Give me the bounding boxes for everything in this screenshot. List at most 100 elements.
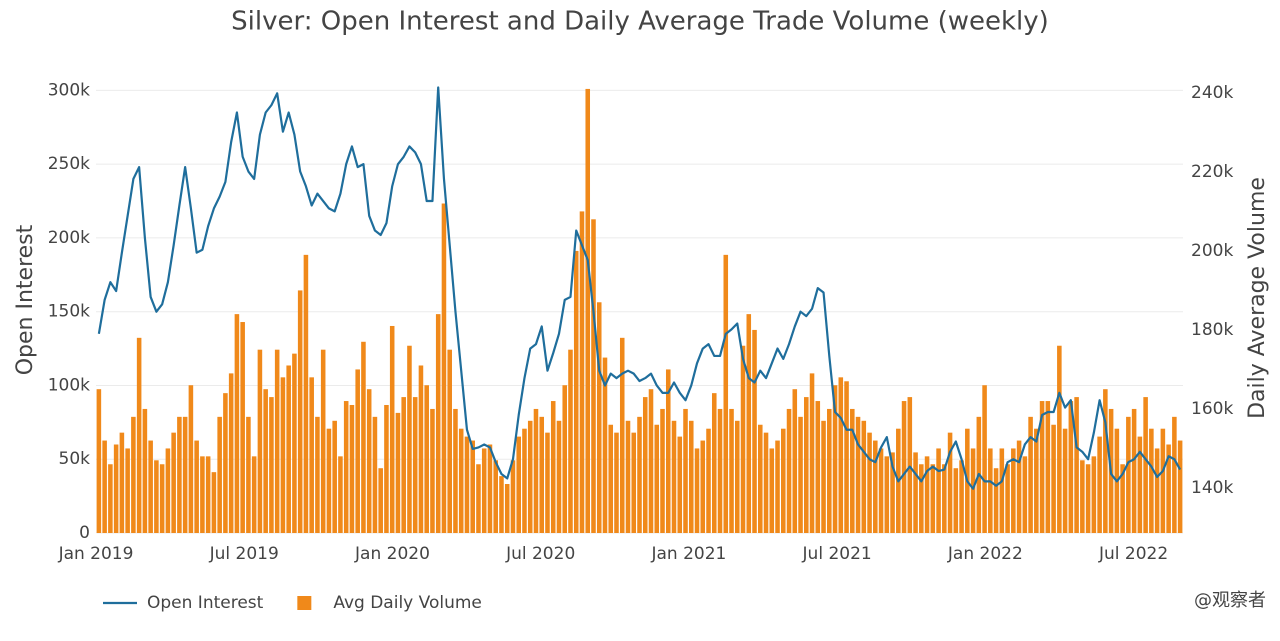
bar — [901, 401, 907, 533]
bar — [568, 349, 573, 533]
bar — [504, 484, 510, 533]
x-tick-label: Jan 2021 — [650, 544, 726, 564]
bar — [171, 432, 176, 533]
bar — [343, 401, 349, 533]
bar — [930, 464, 936, 533]
bar — [458, 428, 464, 533]
bar — [936, 448, 941, 533]
bar — [269, 397, 274, 533]
bar — [522, 428, 527, 533]
bar — [453, 408, 458, 533]
bar — [700, 440, 706, 533]
bar — [838, 377, 844, 533]
bar — [1149, 428, 1154, 533]
bar — [752, 329, 757, 533]
y-tick-label: 300k — [48, 80, 90, 100]
bar — [159, 464, 165, 533]
bar — [499, 476, 504, 533]
bar — [637, 416, 642, 533]
bar — [867, 432, 872, 533]
bar — [1091, 456, 1097, 533]
bar — [372, 416, 378, 533]
bar — [844, 381, 849, 533]
bar — [648, 389, 654, 533]
bar — [527, 420, 533, 533]
bar — [614, 432, 619, 533]
bar — [1034, 428, 1039, 533]
bar — [688, 420, 694, 533]
y-tick-label: 100k — [48, 375, 90, 395]
bar — [861, 420, 867, 533]
bar — [781, 428, 786, 533]
bar — [217, 416, 222, 533]
bar — [297, 290, 303, 533]
y-tick-label: 0 — [79, 523, 90, 543]
bar — [401, 397, 406, 533]
bar — [1016, 440, 1022, 533]
line — [97, 86, 1182, 490]
bar — [1120, 464, 1125, 533]
bar — [562, 385, 568, 533]
bar — [642, 397, 648, 533]
bar — [320, 349, 326, 533]
bar — [1166, 444, 1171, 533]
x-tick-label: Jul 2020 — [505, 544, 575, 564]
chart-title: Silver: Open Interest and Daily Average … — [231, 7, 1049, 37]
x-tick-label: Jan 2020 — [354, 544, 430, 564]
bar — [240, 322, 245, 533]
bar — [953, 468, 959, 533]
bar — [988, 448, 993, 533]
bar — [602, 357, 608, 533]
y2-tick-label: 240k — [1191, 83, 1233, 103]
bar — [539, 416, 545, 533]
bar — [303, 254, 309, 534]
bar — [596, 302, 602, 533]
bar — [257, 349, 263, 533]
bar — [108, 464, 113, 533]
bar — [200, 456, 205, 533]
bar — [131, 416, 136, 533]
y2-tick-label: 180k — [1191, 320, 1233, 340]
bar — [1028, 416, 1033, 533]
bar — [234, 314, 240, 533]
bar — [470, 440, 475, 533]
x-tick-label: Jul 2019 — [209, 544, 279, 564]
bar — [389, 325, 395, 533]
bar — [125, 448, 130, 533]
bar — [769, 448, 775, 533]
bar — [148, 440, 153, 533]
bar — [274, 349, 280, 533]
bar — [228, 373, 234, 533]
bar — [625, 420, 631, 533]
bar — [832, 385, 838, 533]
bar — [1172, 416, 1177, 533]
bar — [384, 404, 389, 533]
bar — [418, 365, 424, 533]
bar — [476, 464, 481, 533]
bar — [706, 428, 711, 533]
bar — [619, 337, 625, 533]
bar — [464, 436, 470, 533]
bar — [205, 456, 211, 533]
bar — [142, 408, 148, 533]
bar — [1080, 460, 1085, 533]
bar — [873, 440, 878, 533]
bar — [850, 408, 855, 533]
bar — [1160, 428, 1166, 533]
bar — [804, 397, 809, 533]
bar — [102, 440, 107, 533]
bar — [723, 254, 729, 534]
bar — [493, 460, 498, 533]
bar — [309, 377, 314, 533]
bar — [1126, 416, 1131, 533]
bar — [251, 456, 257, 533]
bar — [1039, 401, 1045, 533]
bar — [591, 219, 596, 533]
bar — [1154, 448, 1160, 533]
legend-label: Open Interest — [147, 593, 264, 613]
bar — [884, 456, 890, 533]
bar — [740, 345, 746, 533]
bar — [815, 401, 821, 533]
y-axis-title: Open Interest — [13, 224, 38, 375]
bar — [1131, 408, 1137, 533]
